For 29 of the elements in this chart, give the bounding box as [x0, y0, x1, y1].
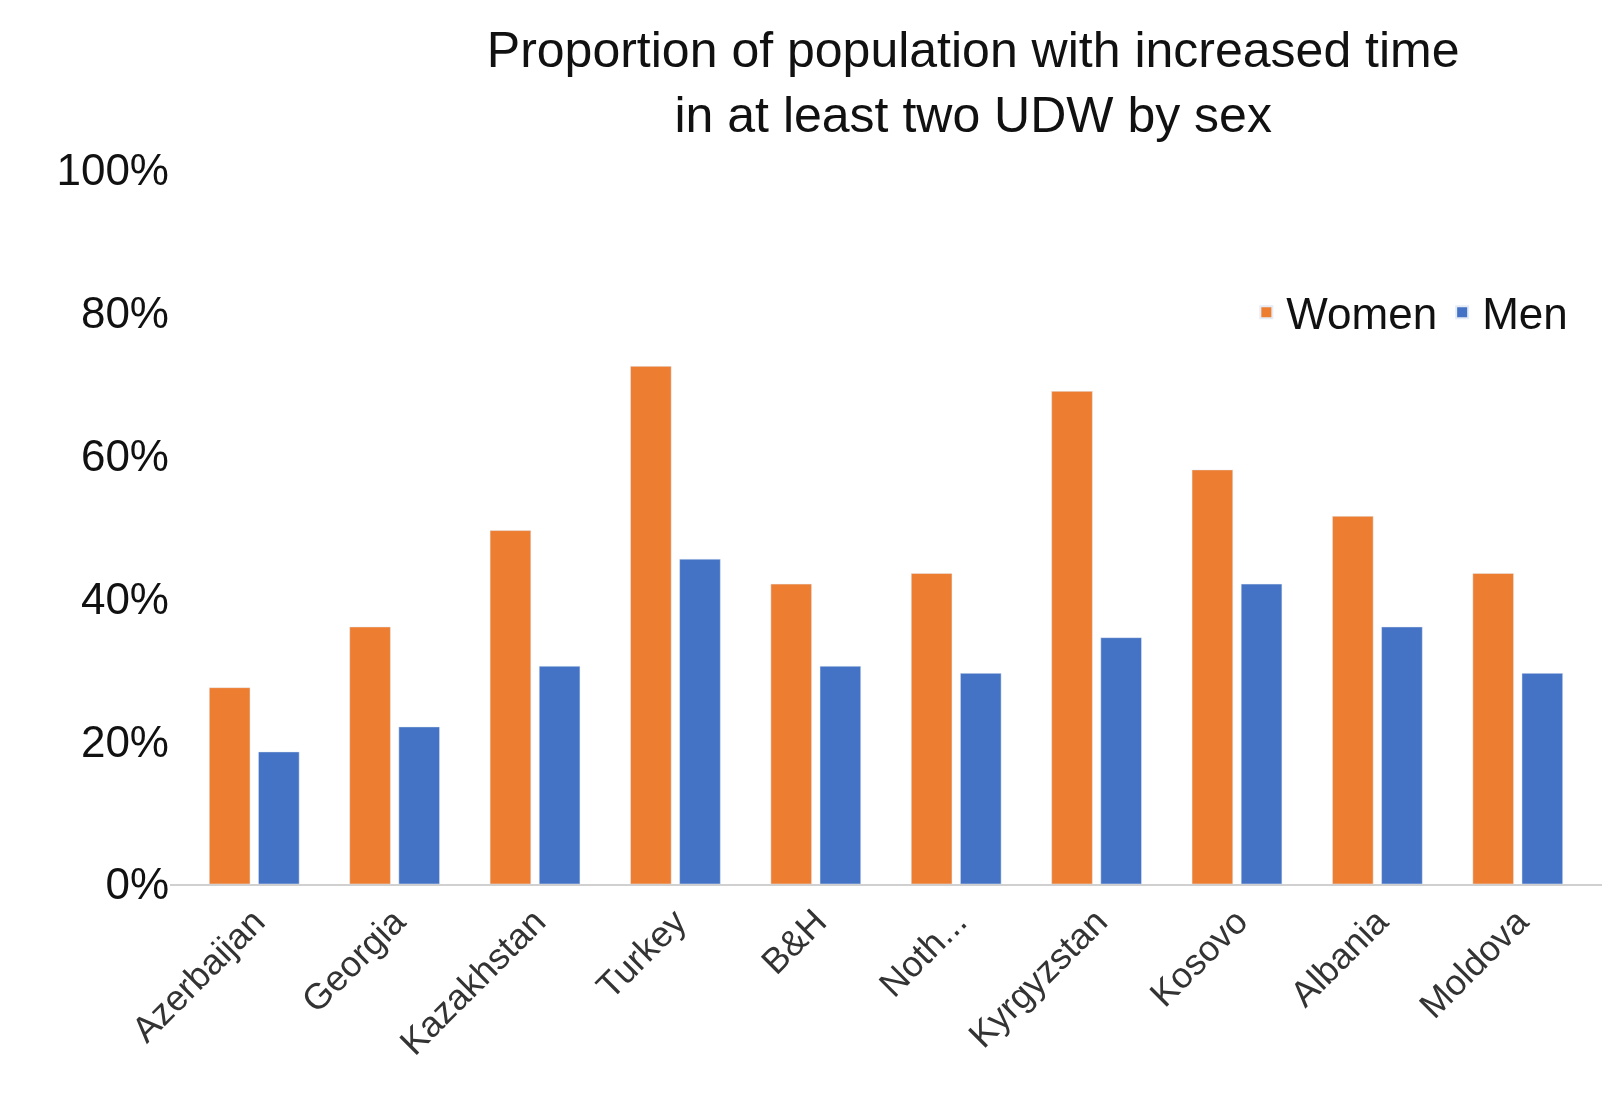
- y-tick-label: 0%: [105, 859, 169, 909]
- bar: [1472, 573, 1514, 884]
- bar: [258, 751, 300, 884]
- bar: [770, 583, 812, 884]
- bar: [630, 366, 672, 884]
- bar: [1381, 626, 1423, 884]
- y-tick-label: 80%: [80, 288, 169, 338]
- bar: [1332, 516, 1374, 884]
- y-tick-label: 40%: [80, 573, 169, 623]
- bar: [489, 530, 532, 884]
- bar: [349, 626, 391, 884]
- bar: [1191, 469, 1234, 884]
- bar: [679, 558, 721, 884]
- bar: [819, 665, 861, 884]
- bar: [911, 573, 953, 884]
- chart-title: Proportion of population with increased time in at least two UDW by sex: [486, 21, 1460, 143]
- bar: [1051, 391, 1093, 884]
- bar: [1100, 637, 1142, 884]
- y-tick-label: 100%: [56, 145, 169, 195]
- y-tick-label: 60%: [80, 431, 169, 480]
- bar: [1240, 583, 1283, 884]
- bar: [209, 687, 251, 884]
- legend-label: Women: [1286, 289, 1438, 339]
- legend-label: Men: [1482, 289, 1568, 339]
- bar: [1521, 673, 1563, 884]
- y-tick-label: 20%: [80, 716, 169, 766]
- bar: [538, 665, 581, 884]
- bar: [960, 673, 1002, 884]
- bar: [398, 726, 440, 884]
